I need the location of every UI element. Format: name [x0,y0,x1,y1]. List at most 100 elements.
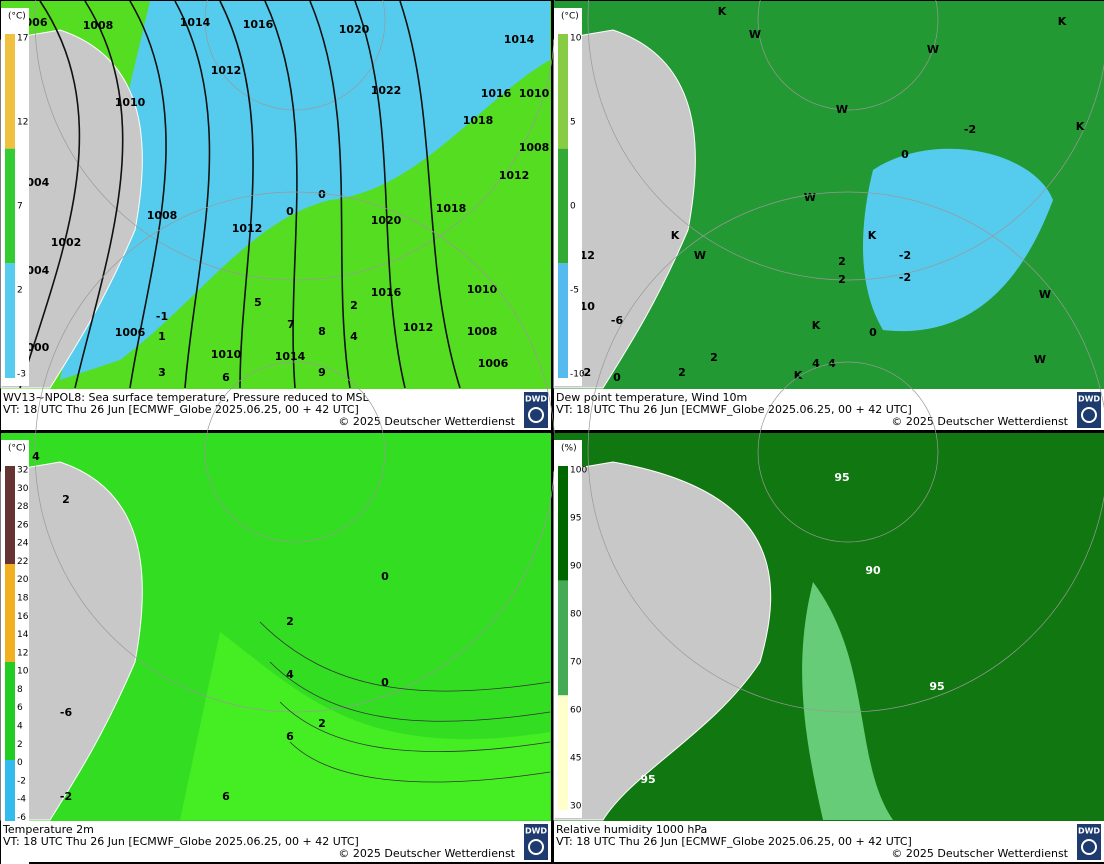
contour-label: 1008 [519,141,550,154]
contour-label: 1012 [499,169,530,182]
contour-label: -2 [899,249,911,262]
logo-mark [1081,839,1097,855]
contour-label: 1010 [519,87,550,100]
legend-color [5,263,15,378]
contour-label: 1012 [403,321,434,334]
caption-time: VT: 18 UTC Thu 26 Jun [ECMWF_Globe 2025.… [3,835,359,848]
contour-label: 90 [865,564,881,577]
legend-label: -4 [17,795,26,805]
legend-label: 32 [17,466,28,476]
legend-label: -2 [17,776,26,786]
map-panel: 95 90 95 95 (%) 100 95 90 80 70 60 45 30 Relative hum… [553,191,1104,862]
legend-label: 16 [17,612,29,622]
contour-label: -6 [611,314,624,327]
contour-label: 2 [350,299,358,312]
legend-color [5,148,15,264]
caption-copyright: © 2025 Deutscher Wetterdienst [338,415,515,428]
contour-label: 1012 [211,64,242,77]
contour-label: 4 [350,330,358,343]
contour-label: 1020 [339,23,370,36]
isobar [354,0,406,389]
contour-label: 6 [286,730,294,743]
contour-label: 1 [158,330,166,343]
caption-box [1,389,551,430]
legend-label: 0 [17,758,23,768]
isobar [74,0,124,389]
warm-region [180,632,550,820]
caption-copyright: © 2025 Deutscher Wetterdienst [891,415,1068,428]
contour-label: 6 [222,371,230,384]
legend-label: 6 [17,703,23,713]
contour-label: 0 [613,371,621,384]
land-greenland [553,29,696,389]
legend-unit: (°C) [8,444,26,454]
isotherm [279,701,551,753]
legend-label: 80 [570,610,582,620]
caption-box [554,389,1104,430]
caption-box [554,821,1104,862]
contour-label: 2 [62,493,70,506]
caption-time: VT: 18 UTC Thu 26 Jun [ECMWF_Globe 2025.… [3,403,359,416]
land-greenland [0,461,143,821]
graticule [587,0,1104,281]
legend-label: 95 [570,514,581,524]
isotherm [269,661,551,722]
contour-label: W [804,191,816,204]
contour-label: W [927,43,939,56]
legend-label: 10 [17,667,29,677]
legend-label: 22 [17,557,28,567]
contour-label: 1006 [478,357,509,370]
legend-label: 70 [570,658,582,668]
sea-region [863,148,1053,332]
contour-label: 1014 [275,350,306,363]
isobar [174,0,211,389]
contour-label: -1 [156,310,168,323]
contour-label: 1020 [371,214,402,227]
legend-color [5,564,15,662]
caption-title: Temperature 2m [2,823,94,836]
contour-label: W [1039,288,1051,301]
legend-color [558,34,568,149]
isobar [19,0,81,389]
contour-label: 2 [838,255,846,268]
contour-label: 1002 [51,236,82,249]
logo: DWD [1078,827,1100,836]
caption-time: VT: 18 UTC Thu 26 Jun [ECMWF_Globe 2025.… [556,835,912,848]
legend-label: 30 [17,484,29,494]
sea-region [60,1,550,380]
contour-label: 95 [834,471,849,484]
logo: DWD [525,395,547,404]
contour-label: 4 [286,668,294,681]
contour-label: K [671,229,680,242]
contour-label: 1016 [371,286,402,299]
contour-label: K [718,5,727,18]
contour-label: K [794,369,803,382]
isotherm [289,741,551,783]
contour-label: 0 [286,205,294,218]
contour-label: 0 [318,188,326,201]
logo-mark [528,839,544,855]
contour-label: -2 [964,123,976,136]
contour-label: 1008 [467,325,498,338]
logo: DWD [525,827,547,836]
caption-title: Relative humidity 1000 hPa [556,823,707,836]
caption-copyright: © 2025 Deutscher Wetterdienst [338,847,515,860]
contour-label: 1010 [467,283,498,296]
contour-label: 1016 [481,87,512,100]
legend-label: 20 [17,575,29,585]
contour-label: 0 [901,148,909,161]
legend-label: -6 [17,813,26,823]
contour-label: 4 [32,450,40,463]
contour-label: W [1034,353,1046,366]
contour-label: 2 [838,273,846,286]
legend-label: 60 [570,706,582,716]
legend-unit: (°C) [8,12,26,22]
caption-time: VT: 18 UTC Thu 26 Jun [ECMWF_Globe 2025.… [556,403,912,416]
contour-label: 1018 [436,202,467,215]
contour-label: 1014 [504,33,535,46]
contour-label: 3 [158,366,166,379]
legend-label: -10 [570,370,585,380]
isotherm [259,621,551,692]
